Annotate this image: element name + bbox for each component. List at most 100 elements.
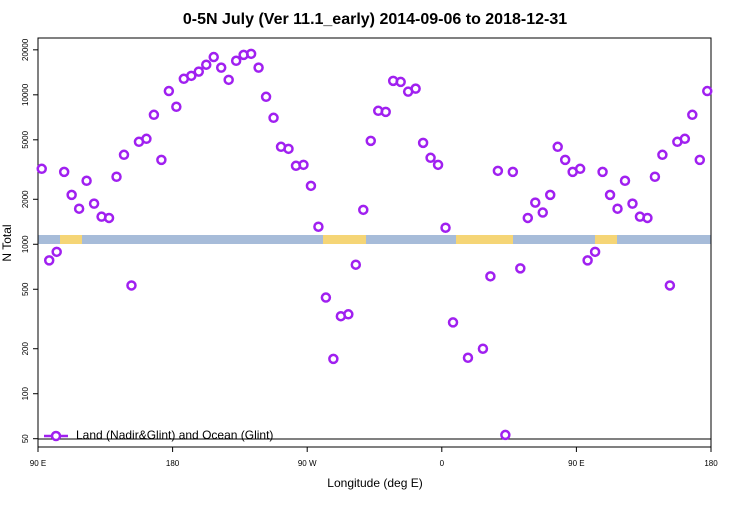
x-tick-label: 0 <box>440 459 445 468</box>
legend-label: Land (Nadir&Glint) and Ocean (Glint) <box>76 428 273 442</box>
point <box>126 280 137 291</box>
point <box>253 62 264 73</box>
point <box>103 212 115 224</box>
y-tick-label: 2000 <box>21 190 30 208</box>
x-tick-label: 90 E <box>568 459 584 468</box>
point <box>230 55 242 67</box>
point <box>73 203 85 214</box>
point <box>447 317 459 328</box>
point <box>58 166 70 178</box>
point <box>597 166 608 178</box>
point <box>410 83 421 94</box>
point <box>223 74 234 86</box>
point <box>582 255 593 266</box>
point <box>395 76 406 88</box>
point <box>552 141 563 153</box>
point <box>268 112 279 124</box>
point <box>492 165 504 177</box>
point <box>171 101 182 113</box>
point <box>702 85 713 97</box>
point <box>440 222 451 233</box>
point <box>559 154 571 166</box>
chart-title: 0-5N July (Ver 11.1_early) 2014-09-06 to… <box>183 11 567 28</box>
point <box>627 198 638 209</box>
point <box>544 189 556 201</box>
point <box>51 246 62 258</box>
y-tick-label: 10000 <box>21 83 30 106</box>
point <box>485 271 496 282</box>
y-tick-label: 5000 <box>21 130 30 148</box>
point <box>350 259 362 270</box>
y-tick-label: 1000 <box>21 235 30 253</box>
point <box>537 207 548 218</box>
point <box>365 135 377 147</box>
point <box>619 175 631 187</box>
y-axis-label: N Total <box>0 224 14 261</box>
point <box>432 159 444 171</box>
point <box>500 429 511 441</box>
point <box>215 62 227 73</box>
plot-frame <box>37 37 712 448</box>
land-patch <box>456 235 513 244</box>
point <box>380 106 391 118</box>
point <box>649 171 661 183</box>
point <box>36 163 47 175</box>
point <box>343 309 354 320</box>
point <box>88 198 100 209</box>
point <box>589 246 601 258</box>
point <box>260 91 272 103</box>
y-tick-label: 200 <box>21 342 30 356</box>
point <box>193 66 205 77</box>
point <box>515 263 526 274</box>
point <box>245 48 257 60</box>
point <box>462 352 474 364</box>
x-tick-label: 90 W <box>298 459 317 468</box>
point <box>477 343 489 354</box>
x-axis-label: Longitude (deg E) <box>327 476 422 490</box>
x-tick-label: 180 <box>166 459 180 468</box>
point <box>328 353 339 365</box>
point <box>522 212 534 224</box>
point <box>186 70 197 82</box>
y-tick-label: 100 <box>21 386 30 400</box>
legend-swatch <box>50 430 62 442</box>
point <box>298 159 309 171</box>
point <box>679 133 691 145</box>
point <box>156 154 167 166</box>
ocean-band <box>38 235 711 244</box>
point <box>111 171 122 183</box>
point <box>530 197 541 208</box>
point <box>283 143 294 155</box>
y-tick-label: 50 <box>21 434 30 443</box>
land-patch <box>595 235 617 244</box>
land-patch <box>323 235 366 244</box>
point <box>81 175 92 187</box>
point <box>358 204 369 216</box>
x-tick-label: 180 <box>704 459 718 468</box>
point <box>604 189 616 201</box>
surface-band <box>38 235 711 244</box>
y-tick-label: 20000 <box>21 38 30 61</box>
land-patch <box>60 235 82 244</box>
point <box>141 133 152 145</box>
point <box>664 280 676 291</box>
point <box>148 109 160 121</box>
point <box>417 137 429 149</box>
point <box>642 212 653 224</box>
point <box>313 221 324 232</box>
point <box>118 149 130 161</box>
point <box>208 51 219 63</box>
point <box>201 59 212 70</box>
point <box>687 109 698 121</box>
point <box>163 85 175 97</box>
point <box>507 166 519 178</box>
point <box>425 152 436 164</box>
point <box>574 163 586 175</box>
y-tick-label: 500 <box>21 282 30 296</box>
point <box>657 149 668 161</box>
point <box>305 180 317 192</box>
point <box>694 154 706 166</box>
point <box>320 292 332 303</box>
x-tick-label: 90 E <box>30 459 46 468</box>
